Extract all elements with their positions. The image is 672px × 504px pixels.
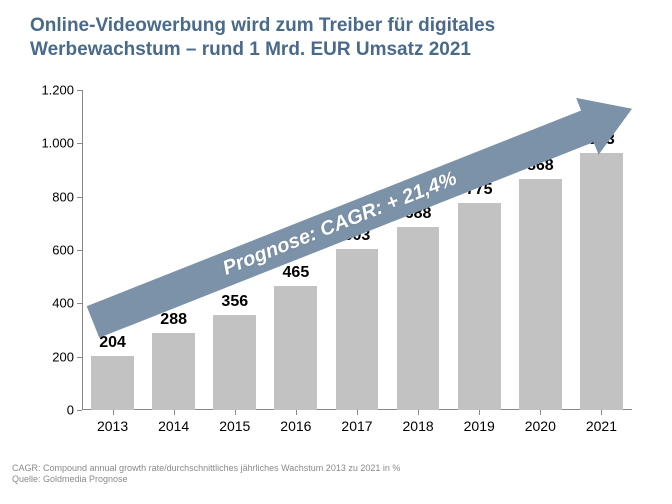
page-root: Online-Videowerbung wird zum Treiber für… <box>0 0 672 504</box>
bar-slot: 2882014 <box>143 90 204 410</box>
x-axis-label: 2013 <box>97 418 128 434</box>
x-tick <box>418 410 419 415</box>
bar <box>458 203 501 410</box>
bar-value-label: 775 <box>466 181 493 199</box>
x-tick <box>296 410 297 415</box>
chart-area: 2042013288201435620154652016603201768820… <box>30 80 642 440</box>
bar-slot: 9632021 <box>571 90 632 410</box>
x-axis-label: 2016 <box>280 418 311 434</box>
bar-slot: 3562015 <box>204 90 265 410</box>
bar-value-label: 356 <box>221 293 248 311</box>
y-tick <box>77 410 82 411</box>
bar <box>580 153 623 410</box>
y-axis-label: 800 <box>52 189 74 204</box>
y-axis-label: 0 <box>67 403 74 418</box>
x-tick <box>357 410 358 415</box>
bar-value-label: 288 <box>160 311 187 329</box>
bar <box>274 286 317 410</box>
bars-container: 2042013288201435620154652016603201768820… <box>82 90 632 410</box>
y-tick <box>77 143 82 144</box>
y-tick <box>77 250 82 251</box>
x-tick <box>113 410 114 415</box>
bar-slot: 6032017 <box>326 90 387 410</box>
bar-value-label: 868 <box>527 157 554 175</box>
x-axis-label: 2014 <box>158 418 189 434</box>
bar-value-label: 688 <box>405 205 432 223</box>
footnote-line-2: Quelle: Goldmedia Prognose <box>12 474 660 486</box>
bar <box>336 249 379 410</box>
x-axis-label: 2017 <box>341 418 372 434</box>
bar <box>152 333 195 410</box>
bar-value-label: 465 <box>283 264 310 282</box>
y-axis-label: 200 <box>52 349 74 364</box>
bar-value-label: 963 <box>588 131 615 149</box>
plot-area: 2042013288201435620154652016603201768820… <box>82 90 632 410</box>
bar-slot: 8682020 <box>510 90 571 410</box>
chart-title: Online-Videowerbung wird zum Treiber für… <box>30 14 642 62</box>
y-axis-label: 600 <box>52 243 74 258</box>
bar-slot: 4652016 <box>265 90 326 410</box>
bar-slot: 2042013 <box>82 90 143 410</box>
x-axis-label: 2015 <box>219 418 250 434</box>
y-axis-label: 1.000 <box>41 136 74 151</box>
x-tick <box>174 410 175 415</box>
x-tick <box>601 410 602 415</box>
bar-value-label: 603 <box>344 227 371 245</box>
y-tick <box>77 303 82 304</box>
x-axis-label: 2019 <box>464 418 495 434</box>
bar <box>397 227 440 410</box>
y-tick <box>77 197 82 198</box>
y-tick <box>77 357 82 358</box>
x-tick <box>479 410 480 415</box>
bar <box>91 356 134 410</box>
y-axis-label: 400 <box>52 296 74 311</box>
bar <box>519 179 562 410</box>
x-tick <box>540 410 541 415</box>
y-axis-label: 1.200 <box>41 83 74 98</box>
x-axis-label: 2018 <box>403 418 434 434</box>
footnote: CAGR: Compound annual growth rate/durchs… <box>12 463 660 486</box>
x-axis-label: 2020 <box>525 418 556 434</box>
bar-slot: 7752019 <box>449 90 510 410</box>
footnote-line-1: CAGR: Compound annual growth rate/durchs… <box>12 463 660 475</box>
bar-slot: 6882018 <box>388 90 449 410</box>
bar <box>213 315 256 410</box>
x-tick <box>235 410 236 415</box>
x-axis-label: 2021 <box>586 418 617 434</box>
bar-value-label: 204 <box>99 334 126 352</box>
y-tick <box>77 90 82 91</box>
